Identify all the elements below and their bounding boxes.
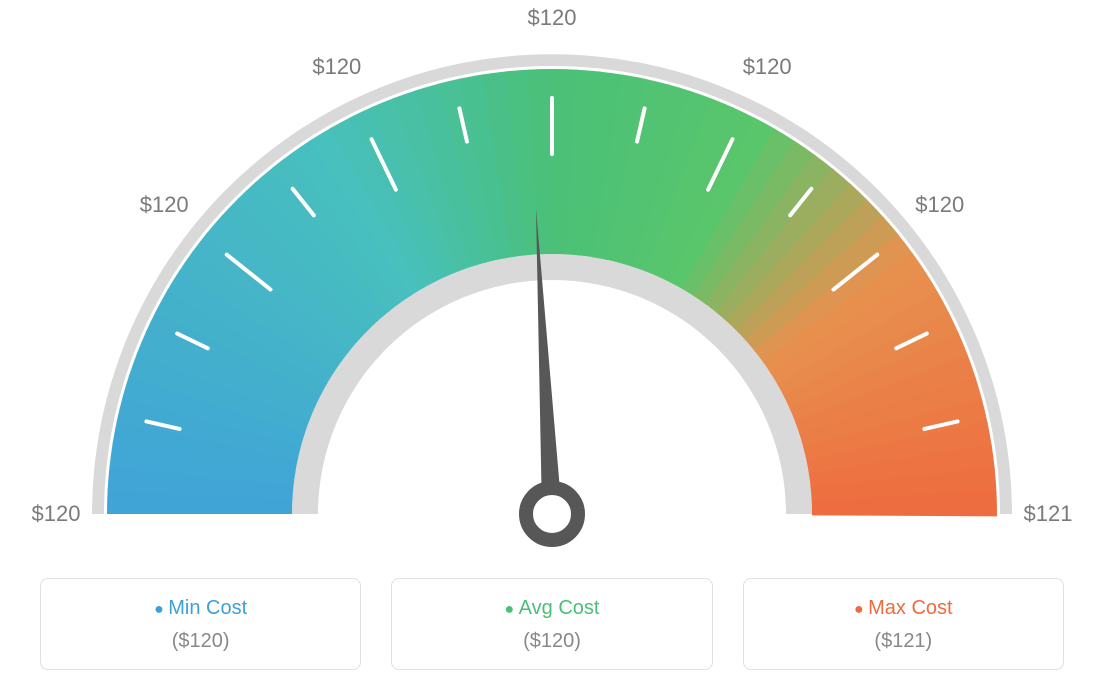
gauge-tick-label: $120 (32, 501, 81, 527)
legend-max-value: ($121) (754, 630, 1053, 653)
gauge-tick-label: $120 (528, 5, 577, 31)
gauge-svg (0, 0, 1104, 560)
gauge-tick-label: $120 (743, 54, 792, 80)
gauge-tick-label: $120 (140, 192, 189, 218)
gauge-tick-label: $120 (915, 192, 964, 218)
legend-min-title: Min Cost (51, 597, 350, 620)
legend-card-max: Max Cost ($121) (743, 578, 1064, 670)
gauge-tick-label: $120 (312, 54, 361, 80)
legend-row: Min Cost ($120) Avg Cost ($120) Max Cost… (40, 578, 1064, 670)
legend-card-min: Min Cost ($120) (40, 578, 361, 670)
legend-avg-value: ($120) (402, 630, 701, 653)
gauge-area: $120 $120 $120 $120 $120 $120 $121 (0, 0, 1104, 560)
gauge-tick-label: $121 (1024, 501, 1073, 527)
legend-min-value: ($120) (51, 630, 350, 653)
gauge-chart-container: $120 $120 $120 $120 $120 $120 $121 Min Cost ($… (0, 0, 1104, 690)
legend-card-avg: Avg Cost ($120) (391, 578, 712, 670)
legend-max-title: Max Cost (754, 597, 1053, 620)
legend-avg-title: Avg Cost (402, 597, 701, 620)
